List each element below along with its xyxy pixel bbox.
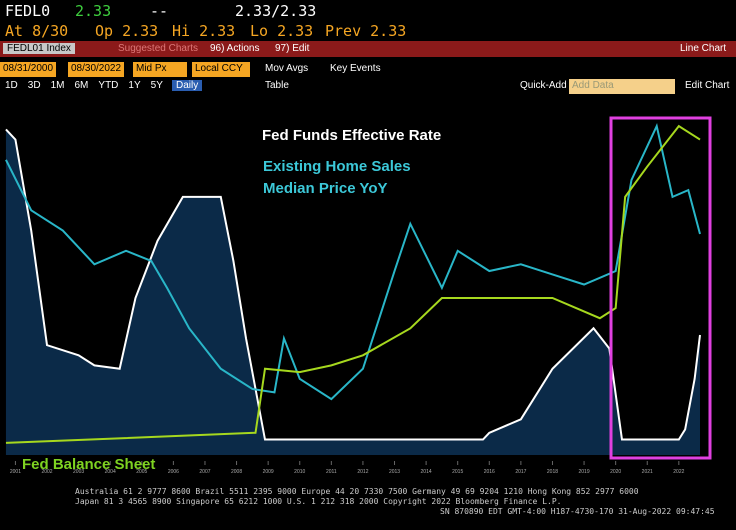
highlight-box [609, 116, 712, 460]
table-button[interactable]: Table [265, 80, 289, 91]
x-tick-label: 2011 [326, 469, 337, 475]
area-fill [5, 129, 700, 456]
x-tick-label: 2020 [610, 469, 621, 475]
last-price: 2.33 [75, 2, 112, 20]
low: Lo 2.33 [250, 22, 314, 40]
key-events[interactable]: Key Events [330, 63, 381, 74]
field[interactable]: Mid Px [133, 62, 187, 77]
x-tick-label: 2014 [421, 469, 432, 475]
x-tick-label: 2010 [294, 469, 305, 475]
mov-avgs[interactable]: Mov Avgs [265, 63, 309, 74]
x-tick-label: 2019 [578, 469, 589, 475]
x-tick-label: 2006 [168, 469, 179, 475]
bid-ask: 2.33/2.33 [235, 2, 317, 20]
x-tick-label: 2003 [73, 469, 84, 475]
menu-bar [0, 41, 736, 57]
period-button[interactable]: 1D [5, 80, 18, 91]
actions[interactable]: 96) Actions [210, 43, 260, 54]
footer-line: Australia 61 2 9777 8600 Brazil 5511 239… [75, 487, 639, 496]
x-tick-label: 2013 [389, 469, 400, 475]
frequency[interactable]: Daily [172, 80, 203, 91]
suggested-charts[interactable]: Suggested Charts [118, 43, 199, 54]
x-tick-label: 2005 [136, 469, 147, 475]
annotation: Fed Balance Sheet [22, 456, 155, 473]
x-tick-label: 2001 [10, 469, 21, 475]
footer-line: Japan 81 3 4565 8900 Singapore 65 6212 1… [75, 497, 562, 506]
date: At 8/30 [5, 22, 69, 40]
currency[interactable]: Local CCY [192, 62, 250, 77]
high: Hi 2.33 [172, 22, 236, 40]
x-tick-label: 2017 [515, 469, 526, 475]
footer-line: SN 870890 EDT GMT-4:00 H187-4730-170 31-… [440, 507, 715, 516]
x-tick-label: 2018 [547, 469, 558, 475]
chart: 2001 2002 2003 2004 2005 2006 2007 2008 2009 2010… [5, 116, 712, 475]
period-button[interactable]: 1Y [128, 80, 141, 91]
open: Op 2.33 [95, 22, 159, 40]
period-button[interactable]: YTD [98, 80, 119, 91]
series-line [5, 124, 701, 444]
end-date[interactable]: 08/30/2022 [68, 62, 125, 77]
start-date[interactable]: 08/31/2000 [0, 62, 57, 77]
period-button[interactable]: 5Y [150, 80, 163, 91]
annotation: Existing Home Sales [263, 158, 411, 175]
x-tick-label: 2004 [105, 469, 116, 475]
prev: Prev 2.33 [325, 22, 407, 40]
x-tick-label: 2021 [642, 469, 653, 475]
view-name: Line Chart [680, 43, 727, 54]
x-tick-label: 2022 [673, 469, 684, 475]
quick-add[interactable]: Quick-Add [520, 80, 567, 91]
ticker: FEDL0 [5, 2, 51, 20]
period-button[interactable]: 3D [27, 80, 41, 91]
period-button[interactable]: 1M [50, 80, 65, 91]
x-tick-label: 2012 [357, 469, 368, 475]
x-tick-label: 2016 [484, 469, 495, 475]
edit-chart[interactable]: Edit Chart [685, 80, 730, 91]
x-tick-label: 2002 [41, 469, 52, 475]
x-tick-label: 2009 [263, 469, 274, 475]
x-tick-label: 2007 [199, 469, 210, 475]
edit[interactable]: 97) Edit [275, 43, 310, 54]
period-buttons: 1D3D1M6MYTD1Y5YMax [0, 80, 197, 91]
add-data[interactable]: Add Data [569, 79, 675, 94]
annotation: Fed Funds Effective Rate [262, 127, 441, 144]
x-tick-label: 2008 [231, 469, 242, 475]
period-button[interactable]: 6M [74, 80, 89, 91]
annotation: Median Price YoY [263, 180, 388, 197]
x-tick-label: 2015 [452, 469, 463, 475]
change: -- [150, 2, 169, 20]
security[interactable]: FEDL01 Index [3, 43, 75, 54]
